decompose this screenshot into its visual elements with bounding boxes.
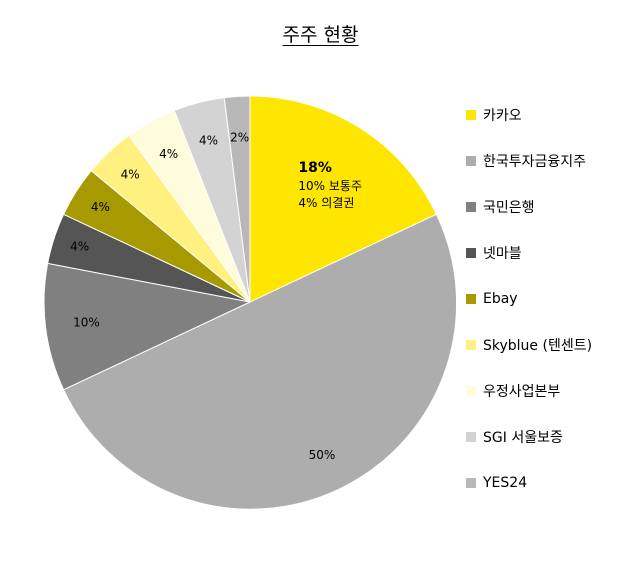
legend-item-skyblue-텐센트: Skyblue (텐센트) — [466, 322, 592, 368]
legend-swatch-skyblue-텐센트 — [466, 340, 476, 350]
pie-slice-카카오 — [249, 95, 438, 303]
legend-item-yes24: YES24 — [466, 460, 592, 506]
legend-label-sgi-서울보증: SGI 서울보증 — [483, 430, 563, 446]
slice-label-sgi-서울보증: 4% — [199, 133, 218, 147]
slice-label-넷마블: 4% — [70, 240, 89, 254]
legend-swatch-ebay — [466, 294, 476, 304]
legend-item-한국투자금융지주: 한국투자금융지주 — [466, 138, 592, 184]
legend-item-국민은행: 국민은행 — [466, 184, 592, 230]
slice-label-ebay: 4% — [91, 200, 110, 214]
chart-title-text: 주주 현황 — [282, 24, 359, 46]
legend-label-국민은행: 국민은행 — [483, 200, 535, 216]
legend-item-넷마블: 넷마블 — [466, 230, 592, 276]
slice-sublabel-카카오-2: 4% 의결권 — [298, 196, 354, 210]
legend-item-sgi-서울보증: SGI 서울보증 — [466, 414, 592, 460]
slice-label-skyblue-텐센트: 4% — [121, 167, 140, 181]
legend-label-ebay: Ebay — [483, 291, 518, 307]
legend-swatch-한국투자금융지주 — [466, 156, 476, 166]
legend-label-yes24: YES24 — [483, 475, 528, 491]
legend-item-카카오: 카카오 — [466, 92, 592, 138]
legend-swatch-우정사업본부 — [466, 386, 476, 396]
pie-slice-국민은행 — [43, 262, 252, 391]
chart-title: 주주 현황 — [0, 22, 641, 48]
legend-swatch-넷마블 — [466, 248, 476, 258]
legend-swatch-국민은행 — [466, 202, 476, 212]
slice-label-국민은행: 10% — [73, 316, 100, 330]
slice-label-yes24: 2% — [230, 131, 249, 145]
legend-label-skyblue-텐센트: Skyblue (텐센트) — [483, 338, 593, 354]
slice-label-우정사업본부: 4% — [159, 147, 178, 161]
legend-swatch-sgi-서울보증 — [466, 432, 476, 442]
legend-label-넷마블: 넷마블 — [483, 246, 522, 262]
legend-label-한국투자금융지주: 한국투자금융지주 — [483, 154, 587, 170]
legend-label-카카오: 카카오 — [483, 108, 522, 124]
slice-label-한국투자금융지주: 50% — [309, 448, 336, 462]
pie-slice-yes24 — [223, 95, 251, 303]
slice-sublabel-카카오-1: 10% 보통주 — [298, 179, 362, 193]
legend-label-우정사업본부: 우정사업본부 — [483, 384, 561, 400]
slice-label-group-카카오: 18% 10% 보통주 4% 의결권 — [298, 160, 362, 210]
legend-swatch-yes24 — [466, 478, 476, 488]
slice-label-카카오: 18% — [298, 160, 332, 176]
pie-slice-한국투자금융지주 — [62, 213, 458, 510]
legend-item-우정사업본부: 우정사업본부 — [466, 368, 592, 414]
legend-item-ebay: Ebay — [466, 276, 592, 322]
legend-swatch-카카오 — [466, 110, 476, 120]
